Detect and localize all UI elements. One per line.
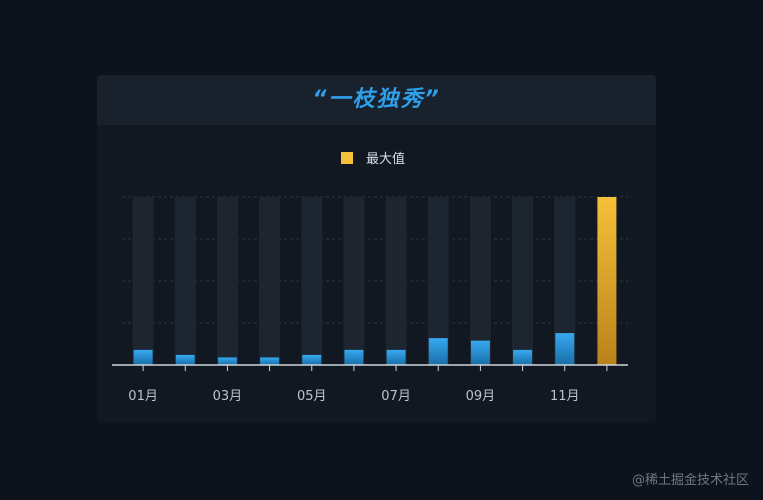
bar[interactable] — [175, 354, 195, 365]
legend: 最大值 — [341, 151, 405, 167]
legend-label-max[interactable]: 最大值 — [366, 151, 405, 167]
bar-shadow — [259, 197, 281, 365]
bar[interactable] — [513, 349, 533, 365]
bar-shadows — [132, 197, 576, 365]
bar[interactable] — [302, 354, 322, 365]
bar[interactable] — [386, 349, 406, 365]
bar-shadow — [132, 197, 154, 365]
bars — [133, 197, 617, 365]
panel-header: “一枝独秀” — [97, 75, 656, 125]
bar-shadow — [512, 197, 534, 365]
x-tick-label: 01月 — [128, 389, 158, 404]
bar[interactable] — [217, 357, 237, 365]
bar[interactable] — [344, 349, 364, 365]
grid-lines — [122, 196, 628, 366]
bar-shadow — [301, 197, 323, 365]
bar[interactable] — [555, 333, 575, 365]
bar[interactable] — [260, 357, 280, 365]
panel-title: “一枝独秀” — [312, 87, 441, 112]
x-tick-label: 05月 — [297, 389, 327, 404]
bar-shadow — [174, 197, 196, 365]
bar-shadow — [427, 197, 449, 365]
watermark: @稀土掘金技术社区 — [631, 473, 749, 488]
bar-max[interactable] — [597, 197, 617, 365]
x-tick-label: 07月 — [381, 389, 411, 404]
bar-shadow — [554, 197, 576, 365]
x-tick-label: 11月 — [550, 389, 580, 404]
x-tick-label: 09月 — [466, 389, 496, 404]
bar-shadow — [469, 197, 491, 365]
bar-shadow — [343, 197, 365, 365]
bar[interactable] — [133, 349, 153, 365]
bar[interactable] — [470, 340, 490, 365]
bar-shadow — [216, 197, 238, 365]
bar-shadow — [385, 197, 407, 365]
bar[interactable] — [428, 338, 448, 365]
legend-swatch-max[interactable] — [341, 152, 353, 164]
x-tick-label: 03月 — [213, 389, 243, 404]
x-axis: 01月 03月 05月 07月 09月 11月 — [112, 364, 628, 404]
